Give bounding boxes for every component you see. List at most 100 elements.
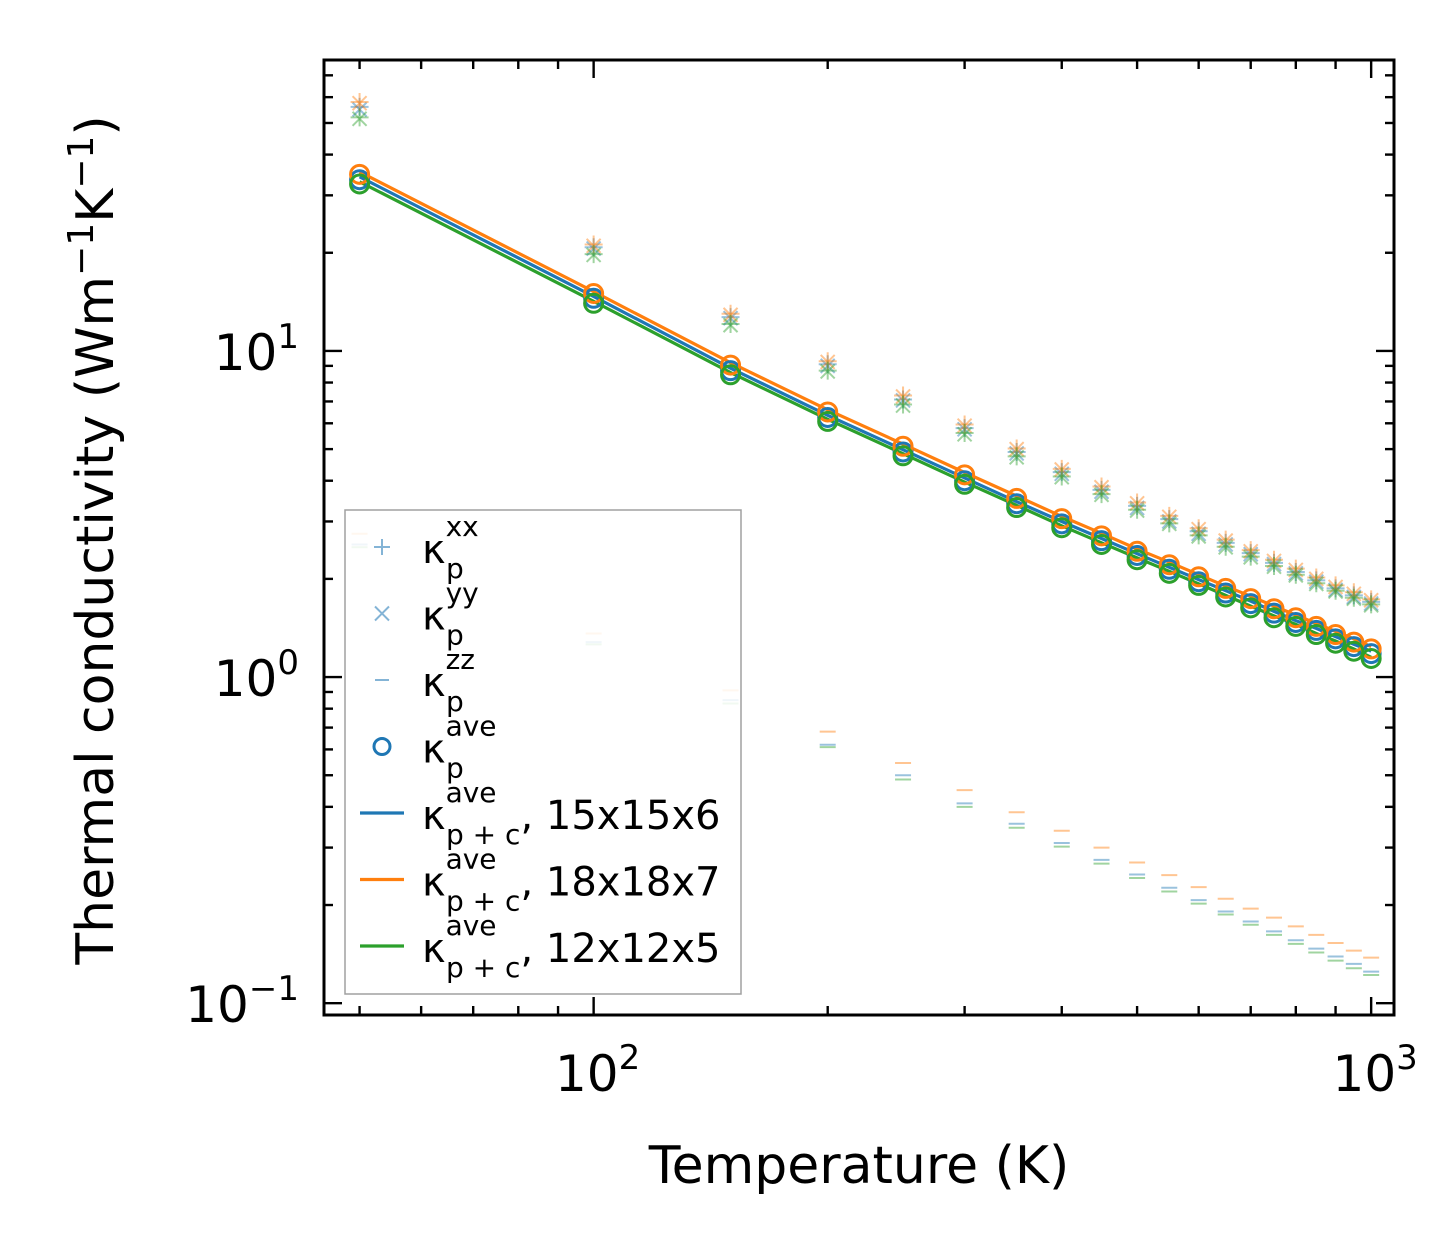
kxx-marker	[1128, 496, 1147, 515]
kxx-marker	[894, 395, 913, 414]
x-tick-label-base: 10	[555, 1045, 619, 1103]
kave-marker	[1006, 497, 1028, 519]
kxx-marker	[1286, 562, 1305, 581]
plot-frame	[322, 58, 1396, 1017]
kyy-marker	[1308, 571, 1324, 587]
kyy-marker	[1308, 576, 1324, 592]
kxx-marker	[1326, 576, 1345, 595]
legend-label-sup: ave	[446, 776, 497, 809]
kyy-marker	[1190, 521, 1207, 537]
legend-label: κxx p	[422, 510, 479, 585]
kyy-marker	[1008, 449, 1025, 465]
legend-label-suffix: , 15x15x6	[520, 793, 720, 839]
kave-marker	[1263, 607, 1285, 629]
kyy-marker	[1346, 586, 1362, 602]
kave-marker	[1188, 574, 1210, 596]
legend-label-symbol: κ	[422, 926, 446, 972]
kxx-marker	[1241, 541, 1260, 560]
kave-marker	[583, 292, 605, 314]
kpc-line-12x12x5	[358, 180, 1372, 659]
kxx-marker	[584, 238, 603, 257]
kave-marker	[892, 435, 914, 457]
x-tick-label: 103	[1333, 1038, 1418, 1103]
kxx-marker	[721, 308, 740, 327]
legend-label: κave p + c, 15x15x6	[422, 776, 720, 851]
kxx-marker	[1216, 537, 1235, 556]
kxx-marker	[1241, 547, 1260, 566]
kyy-marker	[895, 388, 911, 405]
kave-marker	[1285, 615, 1307, 637]
data-layer	[349, 92, 1382, 977]
kyy-marker	[1266, 553, 1282, 569]
y-tick-label-exp: −1	[249, 969, 299, 1009]
kave-marker	[817, 401, 839, 423]
kxx-marker	[1241, 544, 1260, 563]
kxx-marker	[1265, 553, 1284, 572]
kyy-marker	[1243, 546, 1259, 562]
kxx-marker	[1362, 590, 1381, 609]
kyy-marker	[1217, 532, 1234, 549]
kave-marker	[1006, 487, 1028, 509]
kyy-marker	[585, 240, 602, 257]
legend-label-symbol: κ	[422, 860, 446, 906]
kyy-marker	[1190, 526, 1207, 542]
kyy-marker	[1266, 556, 1282, 572]
kave-marker	[1126, 540, 1148, 562]
kxx-marker	[1344, 586, 1363, 605]
kyy-marker	[895, 392, 911, 409]
kave-marker	[1091, 525, 1113, 547]
kave-marker	[1051, 517, 1073, 539]
kave-marker	[1188, 566, 1210, 588]
kxx-marker	[1189, 519, 1208, 538]
kyy-marker	[351, 111, 368, 127]
legend-label-suffix: , 18x18x7	[520, 860, 720, 906]
legend-label-sub: p + c	[446, 818, 520, 851]
kyy-marker	[1266, 558, 1282, 575]
kxx-marker	[584, 235, 603, 254]
kxx-marker	[1052, 463, 1071, 482]
kxx-marker	[721, 314, 740, 333]
kave-marker	[1158, 554, 1180, 576]
kxx-marker	[1189, 522, 1208, 541]
legend-label-sup: ave	[446, 909, 497, 942]
legend-label-sub: p	[446, 552, 464, 585]
kxx-marker	[1092, 477, 1111, 496]
kyy-marker	[585, 247, 602, 263]
kave-marker	[349, 173, 371, 195]
legend-label-sub: p + c	[446, 951, 520, 984]
kxx-marker	[1326, 581, 1345, 600]
kxx-marker	[1286, 565, 1305, 584]
kxx-marker	[955, 424, 974, 443]
kxx-marker	[1265, 557, 1284, 576]
kxx-marker	[1362, 595, 1381, 614]
kave-marker	[1091, 533, 1113, 555]
x-tick-label-exp: 3	[1396, 1038, 1418, 1078]
y-axis-label: Thermal conductivity (Wm−1K−1)	[61, 115, 126, 965]
kyy-marker	[819, 354, 836, 370]
legend-label-symbol: κ	[422, 527, 446, 573]
kyy-marker	[1308, 574, 1324, 590]
kyy-marker	[722, 307, 739, 323]
x-tick-label-exp: 2	[619, 1038, 641, 1078]
legend-label: κave p + c, 18x18x7	[422, 843, 720, 918]
y-tick-label-exp: 1	[277, 317, 299, 357]
kyy-marker	[1054, 466, 1070, 482]
kyy-marker	[351, 95, 368, 111]
legend-label-symbol: κ	[422, 793, 446, 839]
y-tick-label-base: 10	[214, 650, 278, 708]
kave-marker	[1215, 586, 1237, 608]
kyy-marker	[1008, 445, 1025, 462]
kxx-marker	[721, 304, 740, 323]
y-axis-label-sup2: −1	[61, 136, 102, 189]
kyy-marker	[1243, 543, 1259, 560]
kave-marker	[954, 464, 976, 486]
y-axis-label-end: )	[66, 115, 126, 135]
kxx-marker	[1265, 550, 1284, 569]
kyy-marker	[1161, 509, 1177, 525]
kxx-marker	[350, 92, 369, 111]
legend-label: κave p	[422, 710, 497, 785]
kyy-marker	[1129, 500, 1145, 516]
kave-marker	[1285, 607, 1307, 629]
kave-marker	[583, 283, 605, 305]
